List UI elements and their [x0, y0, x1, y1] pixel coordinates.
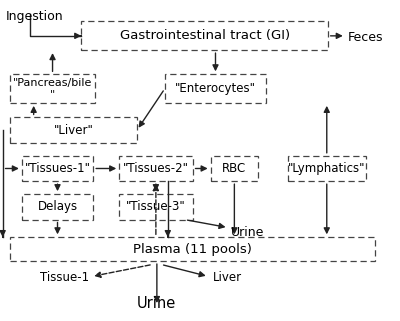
Text: "Tissues-2": "Tissues-2" [123, 162, 189, 175]
FancyBboxPatch shape [119, 156, 193, 181]
Text: Urine: Urine [230, 226, 264, 239]
Text: Delays: Delays [38, 200, 78, 213]
FancyBboxPatch shape [210, 156, 258, 181]
Text: "Tissue-3": "Tissue-3" [126, 200, 186, 213]
FancyBboxPatch shape [288, 156, 366, 181]
FancyBboxPatch shape [119, 194, 193, 220]
Text: "Pancreas/bile
": "Pancreas/bile " [13, 78, 92, 100]
Text: Gastrointestinal tract (GI): Gastrointestinal tract (GI) [120, 29, 290, 42]
Text: Urine: Urine [137, 296, 176, 311]
Text: Ingestion: Ingestion [6, 10, 64, 23]
FancyBboxPatch shape [10, 237, 376, 261]
Text: Plasma (11 pools): Plasma (11 pools) [133, 243, 252, 256]
Text: "Enterocytes": "Enterocytes" [175, 82, 256, 95]
Text: Tissue-1: Tissue-1 [40, 271, 89, 284]
Text: Liver: Liver [212, 271, 242, 284]
FancyBboxPatch shape [165, 74, 266, 103]
Text: RBC: RBC [222, 162, 246, 175]
FancyBboxPatch shape [10, 117, 137, 143]
Text: Feces: Feces [348, 31, 383, 44]
Text: "Tissues-1": "Tissues-1" [24, 162, 90, 175]
FancyBboxPatch shape [81, 22, 328, 50]
FancyBboxPatch shape [22, 194, 93, 220]
FancyBboxPatch shape [22, 156, 93, 181]
Text: "Lymphatics": "Lymphatics" [288, 162, 366, 175]
FancyBboxPatch shape [10, 74, 95, 103]
Text: "Liver": "Liver" [54, 124, 93, 137]
